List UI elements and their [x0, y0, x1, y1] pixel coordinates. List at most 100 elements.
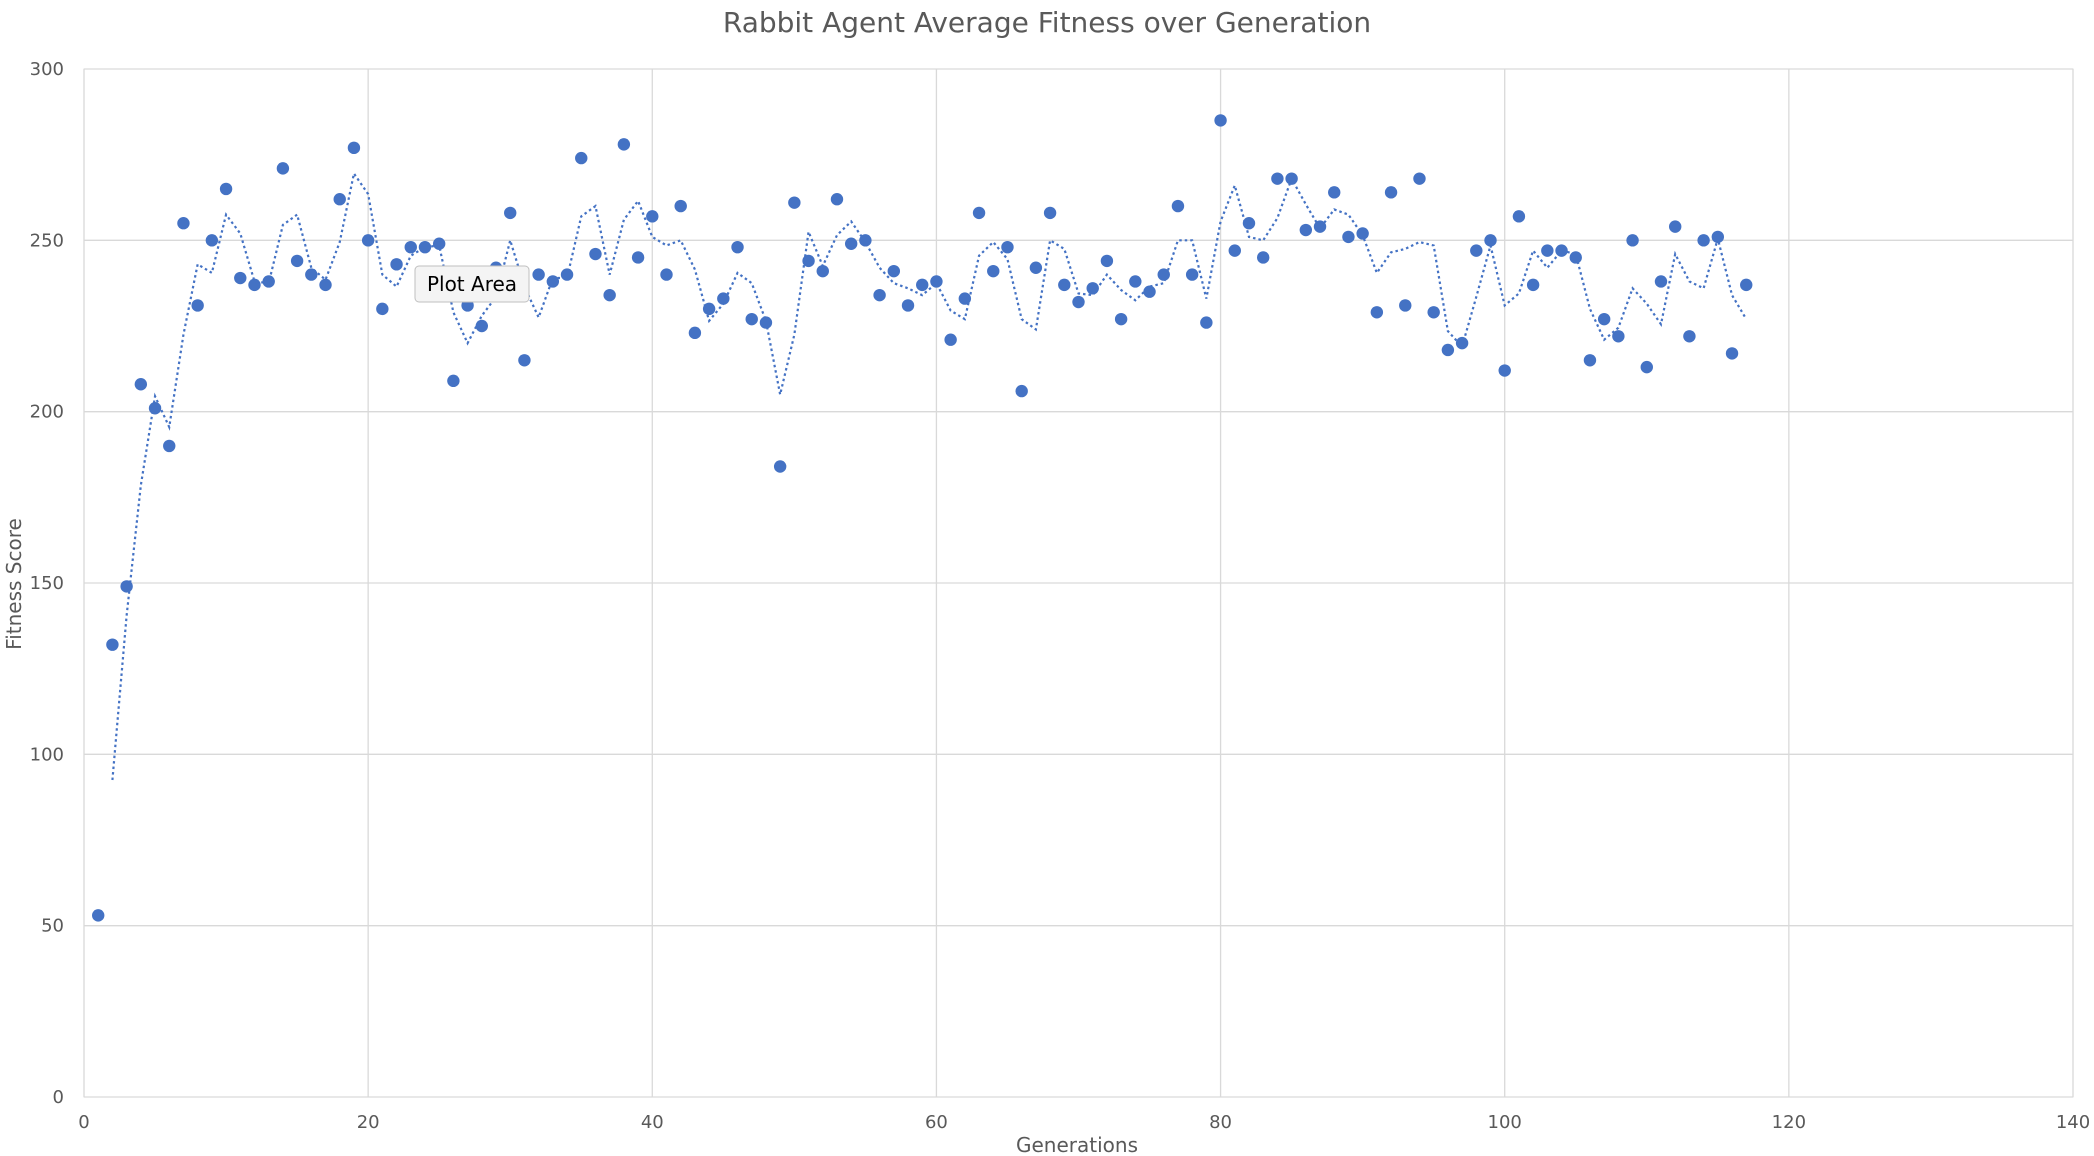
- data-point[interactable]: [1256, 251, 1270, 264]
- data-point[interactable]: [660, 268, 673, 281]
- data-point[interactable]: [1029, 261, 1043, 274]
- data-point[interactable]: [1015, 384, 1028, 398]
- data-point[interactable]: [1171, 199, 1185, 213]
- data-point[interactable]: [1498, 364, 1511, 377]
- data-point[interactable]: [603, 288, 616, 302]
- data-point[interactable]: [1043, 206, 1057, 220]
- data-point[interactable]: [1725, 347, 1739, 360]
- data-point[interactable]: [1356, 227, 1369, 240]
- data-point[interactable]: [376, 302, 389, 316]
- data-point[interactable]: [234, 271, 247, 285]
- data-point[interactable]: [1185, 268, 1199, 281]
- data-point[interactable]: [319, 278, 332, 292]
- data-point[interactable]: [1740, 278, 1753, 292]
- data-point[interactable]: [1640, 360, 1653, 374]
- data-point[interactable]: [1512, 210, 1526, 223]
- data-point[interactable]: [745, 312, 758, 326]
- data-point[interactable]: [1271, 172, 1284, 185]
- data-point[interactable]: [944, 333, 957, 346]
- data-point[interactable]: [219, 182, 233, 196]
- data-point[interactable]: [276, 162, 290, 175]
- data-point[interactable]: [248, 278, 261, 292]
- data-point[interactable]: [1441, 343, 1455, 357]
- data-point[interactable]: [575, 151, 588, 165]
- data-point[interactable]: [475, 319, 488, 333]
- data-point[interactable]: [92, 909, 105, 922]
- data-point[interactable]: [546, 275, 560, 288]
- data-point[interactable]: [1526, 278, 1540, 292]
- data-point[interactable]: [901, 299, 915, 312]
- data-point[interactable]: [1214, 114, 1227, 127]
- data-point[interactable]: [347, 141, 361, 155]
- data-point[interactable]: [1384, 186, 1398, 199]
- data-point[interactable]: [532, 268, 545, 281]
- data-point[interactable]: [1342, 230, 1355, 244]
- data-point[interactable]: [1470, 244, 1483, 257]
- data-point[interactable]: [1555, 244, 1568, 257]
- data-point[interactable]: [773, 460, 787, 473]
- data-point[interactable]: [859, 234, 872, 247]
- data-point[interactable]: [1328, 186, 1341, 199]
- data-point[interactable]: [1143, 285, 1156, 298]
- data-point[interactable]: [802, 254, 815, 268]
- data-point[interactable]: [1541, 244, 1554, 257]
- data-point[interactable]: [1569, 251, 1582, 264]
- data-point[interactable]: [1242, 217, 1256, 230]
- data-point[interactable]: [205, 234, 219, 247]
- data-point[interactable]: [134, 378, 148, 391]
- data-point[interactable]: [1157, 268, 1170, 281]
- data-point[interactable]: [816, 264, 829, 278]
- data-point[interactable]: [1100, 254, 1114, 268]
- data-point[interactable]: [432, 237, 446, 250]
- data-point[interactable]: [1299, 223, 1313, 237]
- data-point[interactable]: [1072, 295, 1085, 309]
- data-point[interactable]: [1129, 275, 1142, 288]
- data-point[interactable]: [404, 240, 417, 254]
- data-point[interactable]: [262, 275, 275, 288]
- data-point[interactable]: [1399, 299, 1412, 312]
- data-point[interactable]: [702, 302, 716, 316]
- data-point[interactable]: [617, 138, 631, 151]
- data-point[interactable]: [1583, 354, 1597, 367]
- data-point[interactable]: [191, 299, 204, 312]
- data-point[interactable]: [788, 196, 801, 209]
- data-point[interactable]: [1654, 275, 1668, 288]
- data-point[interactable]: [1484, 234, 1497, 247]
- data-point[interactable]: [106, 638, 119, 651]
- data-point[interactable]: [1669, 220, 1682, 233]
- data-point[interactable]: [148, 402, 162, 415]
- data-point[interactable]: [873, 288, 886, 302]
- data-point[interactable]: [1058, 278, 1071, 292]
- data-point[interactable]: [1711, 230, 1725, 244]
- data-point[interactable]: [1001, 240, 1014, 254]
- data-point[interactable]: [1228, 244, 1241, 257]
- data-point[interactable]: [390, 258, 403, 271]
- data-point[interactable]: [1114, 312, 1128, 326]
- data-point[interactable]: [674, 199, 687, 213]
- data-point[interactable]: [1086, 282, 1099, 295]
- data-point[interactable]: [1455, 336, 1469, 350]
- data-point[interactable]: [560, 268, 574, 281]
- data-point[interactable]: [290, 254, 304, 268]
- data-point[interactable]: [1413, 172, 1426, 185]
- data-point[interactable]: [1200, 316, 1213, 329]
- data-point[interactable]: [887, 264, 901, 278]
- data-point[interactable]: [1427, 306, 1440, 319]
- data-point[interactable]: [987, 264, 1000, 278]
- data-point[interactable]: [717, 292, 730, 305]
- data-point[interactable]: [1285, 172, 1298, 185]
- data-point[interactable]: [731, 240, 744, 254]
- data-point[interactable]: [1697, 234, 1710, 247]
- data-point[interactable]: [163, 439, 176, 453]
- data-point[interactable]: [916, 278, 929, 292]
- data-point[interactable]: [504, 206, 517, 220]
- data-point[interactable]: [1370, 306, 1384, 319]
- data-point[interactable]: [518, 354, 531, 367]
- data-point[interactable]: [1597, 312, 1611, 326]
- data-point[interactable]: [688, 326, 702, 340]
- data-point[interactable]: [361, 234, 375, 247]
- data-point[interactable]: [333, 193, 346, 206]
- plot-area[interactable]: [83, 68, 2074, 1098]
- data-point[interactable]: [589, 247, 602, 261]
- data-point[interactable]: [1313, 220, 1327, 233]
